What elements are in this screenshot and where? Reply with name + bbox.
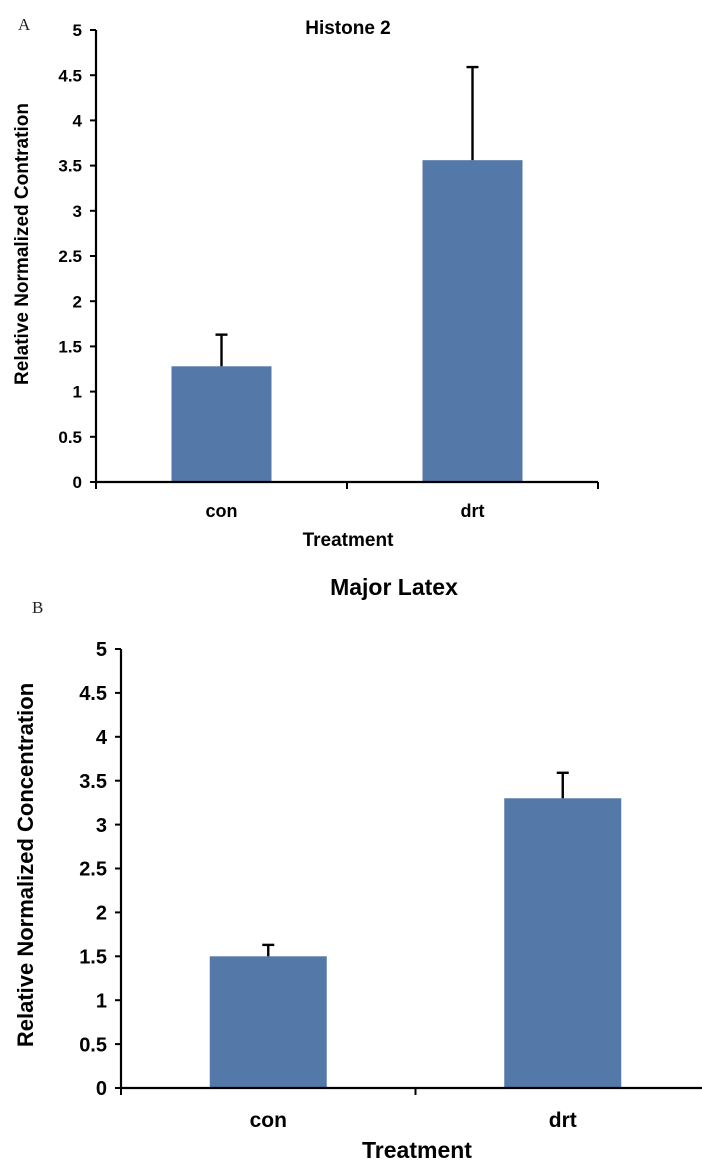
y-tick-label: 4 (73, 112, 83, 131)
y-tick-label: 4.5 (58, 66, 82, 85)
panel-letter-b: B (32, 598, 43, 617)
panel-letter-a: A (18, 15, 31, 34)
y-tick-label: 0 (96, 1078, 107, 1100)
x-axis-title-b: Treatment (362, 1137, 472, 1160)
y-tick-label: 3 (96, 815, 107, 837)
y-tick-label: 3.5 (79, 771, 107, 793)
y-tick-label: 0.5 (58, 428, 82, 447)
bar-con (209, 956, 327, 1088)
y-tick-label: 1 (96, 990, 107, 1012)
x-axis-title-a: Treatment (303, 530, 394, 551)
y-tick-label: 2.5 (79, 859, 107, 881)
y-ticks-a: 0 0.5 1 1.5 2 2.5 3 3.5 4 4.5 5 (58, 21, 599, 492)
x-category-label: con (250, 1109, 287, 1132)
chart-title-a: Histone 2 (305, 18, 391, 39)
y-tick-label: 0 (73, 473, 82, 492)
chart-panel-a: A Histone 2 0 0.5 1 1.5 2 2.5 3 3.5 4 4.5 5 con drt… (12, 15, 599, 551)
x-category-label: drt (549, 1109, 577, 1132)
bars-a: con drt (171, 65, 523, 521)
bars-b: con drt (209, 771, 622, 1132)
bar-con (171, 366, 272, 482)
y-tick-label: 1.5 (58, 338, 82, 357)
x-category-label: drt (461, 501, 485, 521)
y-axis-title-b: Relative Normalized Concentration (13, 683, 38, 1047)
y-tick-label: 4 (96, 727, 108, 749)
y-axis-title-a: Relative Normalized Contration (12, 103, 33, 385)
y-tick-label: 1 (73, 383, 82, 402)
bar-drt (422, 160, 523, 482)
x-category-label: con (205, 501, 237, 521)
y-tick-label: 3.5 (58, 157, 82, 176)
y-ticks-b: 0 0.5 1 1.5 2 2.5 3 3.5 4 4.5 5 (79, 639, 417, 1100)
y-tick-label: 3 (73, 202, 82, 221)
y-tick-label: 2 (96, 903, 107, 925)
y-tick-label: 5 (73, 21, 82, 40)
y-tick-label: 5 (96, 639, 107, 661)
bar-drt (504, 798, 622, 1088)
y-tick-label: 2 (73, 292, 82, 311)
y-tick-label: 2.5 (58, 247, 82, 266)
chart-title-b: Major Latex (330, 574, 458, 600)
y-tick-label: 1.5 (79, 947, 107, 969)
y-tick-label: 4.5 (79, 683, 107, 705)
y-tick-label: 0.5 (79, 1034, 107, 1056)
chart-panel-b: B Major Latex 0 0.5 1 1.5 2 2.5 3 3.5 4 4.5 5 con d… (13, 574, 702, 1160)
